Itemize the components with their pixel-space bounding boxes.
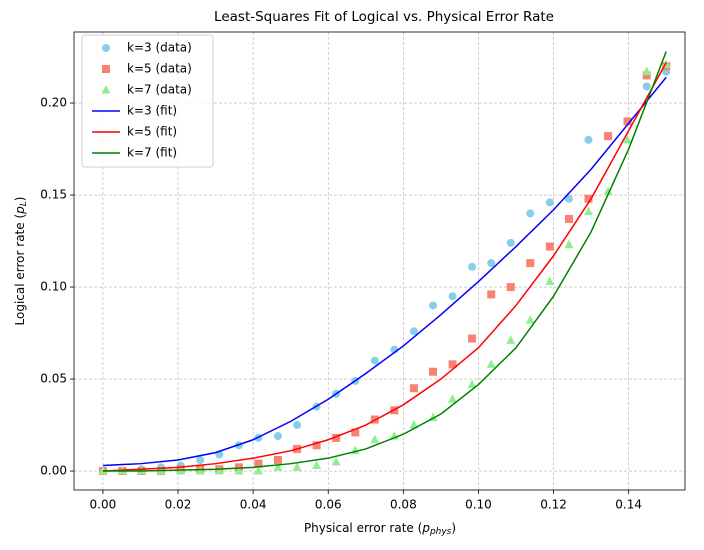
data-point	[429, 301, 438, 310]
x-tick-label: 0.06	[315, 498, 342, 512]
legend-box	[81, 34, 214, 168]
legend-label: k=7 (data)	[127, 83, 192, 97]
data-point	[448, 394, 458, 403]
data-point	[545, 276, 555, 286]
y-tick-label: 0.10	[40, 280, 67, 294]
data-point	[468, 262, 477, 271]
data-point	[623, 134, 633, 144]
x-tick-label: 0.00	[90, 498, 117, 512]
data-point	[525, 315, 535, 324]
x-tick-label: 0.02	[165, 498, 192, 512]
data-point	[564, 214, 573, 223]
data-point	[332, 433, 341, 442]
x-axis-label: Physical error rate (pphys)	[304, 521, 456, 537]
legend-swatch	[102, 65, 110, 73]
data-point	[409, 327, 418, 336]
data-point	[642, 66, 652, 76]
data-point	[253, 466, 263, 475]
plot-frame	[73, 31, 686, 491]
y-tick-label: 0.20	[40, 96, 67, 110]
data-point	[467, 379, 477, 389]
data-point	[331, 456, 341, 466]
data-point	[214, 466, 224, 475]
fit-line	[102, 76, 667, 467]
data-point	[564, 194, 573, 203]
legend-swatch	[102, 44, 110, 52]
data-point	[604, 132, 613, 141]
data-point	[623, 117, 632, 126]
data-point	[506, 238, 515, 247]
data-point	[545, 198, 554, 207]
x-tick-label: 0.12	[540, 498, 567, 512]
legend-label: k=5 (fit)	[127, 125, 177, 139]
data-point	[468, 334, 477, 343]
data-point	[196, 456, 205, 465]
x-tick-label: 0.10	[465, 498, 492, 512]
data-point	[526, 209, 535, 218]
data-point	[429, 367, 438, 376]
x-tick-label: 0.08	[390, 498, 417, 512]
data-point	[584, 194, 593, 203]
data-point	[487, 290, 496, 299]
chart-title: Least-Squares Fit of Logical vs. Physica…	[214, 9, 554, 25]
legend-label: k=3 (data)	[127, 41, 192, 55]
data-point	[409, 384, 418, 393]
x-tick-label: 0.14	[615, 498, 642, 512]
y-axis-label: Logical error rate (pL)	[13, 197, 29, 326]
data-point	[273, 456, 282, 465]
data-point	[583, 206, 593, 216]
x-tick-label: 0.04	[240, 498, 267, 512]
data-point	[312, 441, 321, 450]
data-point	[312, 460, 322, 470]
data-point	[584, 135, 593, 144]
data-point	[448, 360, 457, 369]
y-tick-label: 0.15	[40, 188, 67, 202]
data-point	[273, 462, 283, 471]
y-tick-label: 0.05	[40, 372, 67, 386]
data-point	[603, 186, 613, 195]
data-point	[506, 335, 516, 344]
data-point	[370, 434, 380, 444]
y-tick-label: 0.00	[40, 464, 67, 478]
data-point	[292, 462, 302, 471]
data-point	[448, 292, 457, 301]
data-point	[409, 420, 419, 429]
fit-line	[102, 51, 667, 472]
data-point	[506, 283, 515, 292]
data-point	[486, 359, 496, 368]
data-point	[642, 71, 651, 80]
fit-line	[102, 62, 667, 472]
data-point	[487, 259, 496, 268]
data-point	[254, 459, 263, 468]
data-point	[545, 242, 554, 251]
legend-label: k=3 (fit)	[127, 104, 177, 118]
data-point	[642, 82, 651, 91]
legend-label: k=5 (data)	[127, 62, 192, 76]
data-point	[351, 428, 360, 437]
legend-label: k=7 (fit)	[127, 146, 177, 160]
data-point	[564, 239, 574, 249]
data-point	[526, 259, 535, 268]
data-point	[293, 421, 302, 430]
data-point	[234, 466, 244, 475]
data-point	[370, 356, 379, 365]
data-point	[273, 432, 282, 441]
legend-swatch	[101, 85, 111, 94]
